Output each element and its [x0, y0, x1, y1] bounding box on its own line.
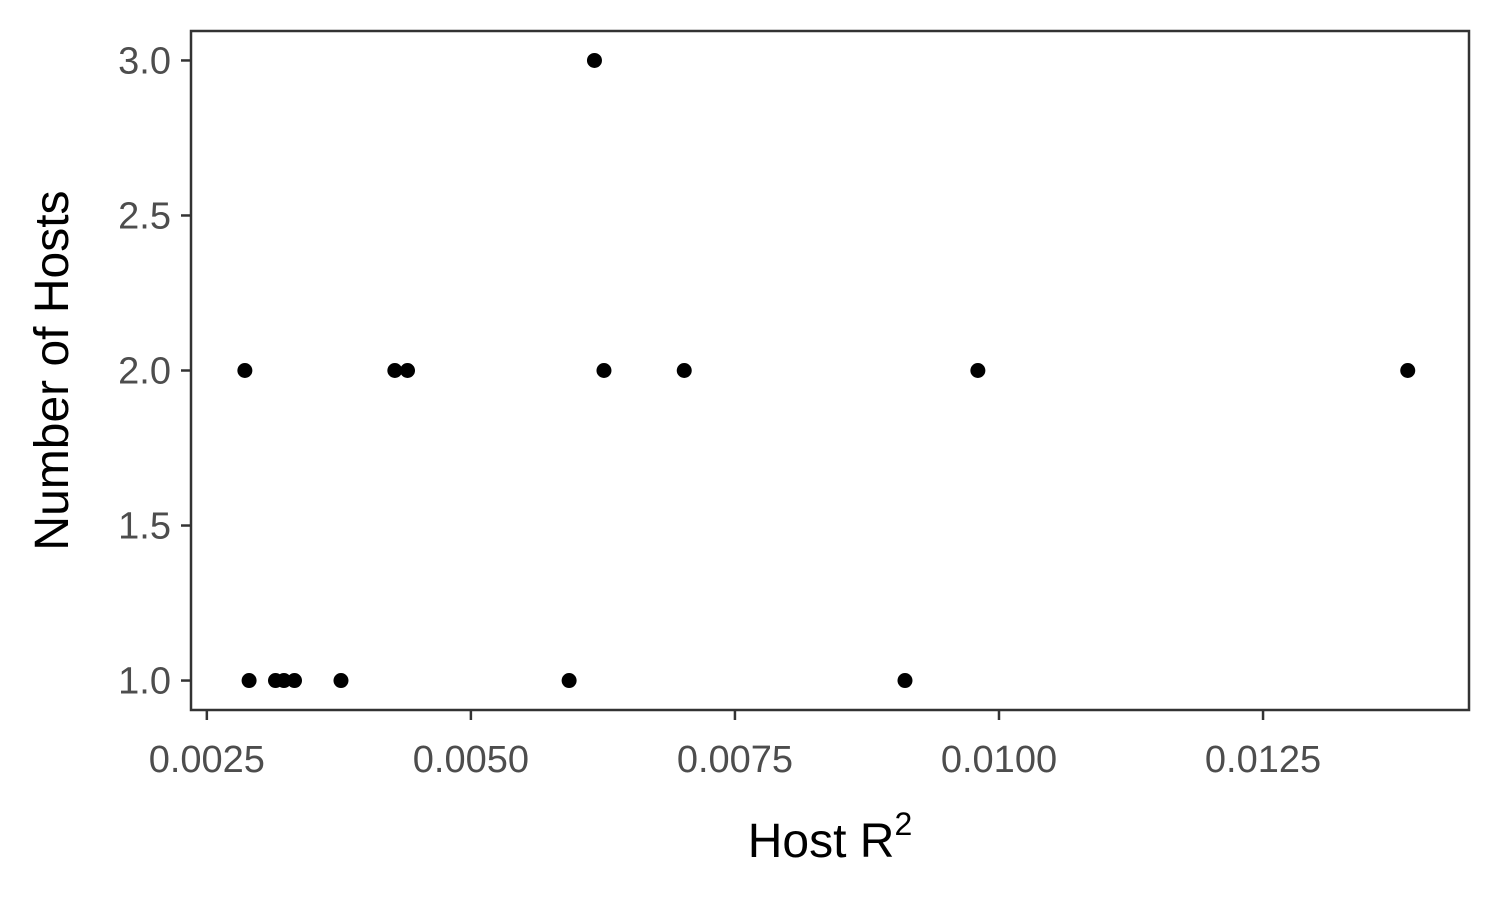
data-point: [1400, 363, 1416, 378]
x-axis-title-text: Host R: [748, 815, 895, 868]
x-tick-label: 0.0100: [941, 739, 1057, 781]
data-point: [970, 363, 986, 378]
y-tick-label: 1.5: [118, 506, 171, 548]
x-axis-title: Host R2: [748, 806, 913, 868]
y-tick-label: 2.5: [118, 195, 171, 237]
data-point: [586, 52, 602, 68]
x-axis-title-superscript: 2: [894, 806, 912, 842]
data-point: [596, 363, 612, 378]
data-point: [400, 363, 416, 378]
data-point: [287, 673, 303, 689]
y-tick-label: 2.0: [118, 351, 171, 393]
x-tick-label: 0.0075: [677, 739, 793, 781]
x-tick-label: 0.0025: [149, 739, 265, 781]
x-tick-label: 0.0125: [1205, 739, 1321, 781]
y-tick-label: 3.0: [118, 40, 171, 82]
x-axis: 0.0025 0.0050 0.0075 0.0100 0.0125: [149, 710, 1321, 781]
x-tick-label: 0.0050: [413, 739, 529, 781]
data-point: [897, 673, 913, 689]
data-point: [333, 673, 349, 689]
data-points: [237, 52, 1416, 689]
data-point: [561, 673, 577, 689]
data-point: [237, 363, 253, 378]
y-axis: 1.0 1.5 2.0 2.5 3.0: [118, 40, 191, 703]
plot-panel-border: [189, 29, 1471, 712]
y-axis-title: Number of Hosts: [26, 190, 79, 550]
data-point: [387, 363, 403, 378]
y-tick-label: 1.0: [118, 661, 171, 703]
data-point: [276, 673, 292, 689]
data-point: [241, 673, 257, 689]
data-point: [676, 363, 692, 378]
